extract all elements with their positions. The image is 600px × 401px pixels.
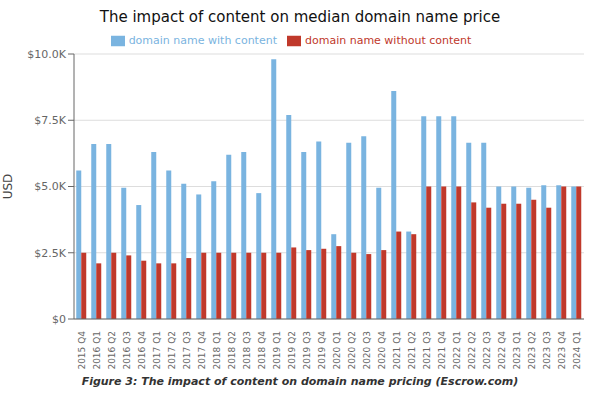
svg-text:2016 Q3: 2016 Q3 bbox=[122, 331, 132, 370]
svg-text:2016 Q1: 2016 Q1 bbox=[92, 331, 102, 370]
svg-text:2015 Q4: 2015 Q4 bbox=[77, 331, 87, 370]
svg-text:2021 Q3: 2021 Q3 bbox=[422, 331, 432, 370]
svg-text:$0: $0 bbox=[52, 313, 66, 326]
svg-text:2017 Q1: 2017 Q1 bbox=[152, 331, 162, 370]
svg-text:$5.0K: $5.0K bbox=[34, 180, 66, 193]
svg-text:2018 Q3: 2018 Q3 bbox=[242, 331, 252, 370]
svg-text:2020 Q3: 2020 Q3 bbox=[362, 331, 372, 370]
svg-text:USD: USD bbox=[8, 174, 15, 200]
svg-text:2021 Q1: 2021 Q1 bbox=[392, 331, 402, 370]
svg-text:2018 Q4: 2018 Q4 bbox=[257, 331, 267, 370]
svg-text:2022 Q4: 2022 Q4 bbox=[497, 331, 507, 370]
svg-text:2016 Q4: 2016 Q4 bbox=[137, 331, 147, 370]
svg-text:2017 Q2: 2017 Q2 bbox=[167, 331, 177, 370]
svg-text:2016 Q2: 2016 Q2 bbox=[107, 331, 117, 370]
svg-text:2021 Q4: 2021 Q4 bbox=[437, 331, 447, 370]
svg-text:$7.5K: $7.5K bbox=[34, 114, 66, 127]
svg-text:2023 Q2: 2023 Q2 bbox=[527, 331, 537, 370]
svg-text:2023 Q1: 2023 Q1 bbox=[512, 331, 522, 370]
svg-text:2019 Q2: 2019 Q2 bbox=[287, 331, 297, 370]
svg-text:$2.5K: $2.5K bbox=[34, 247, 66, 260]
svg-text:2019 Q4: 2019 Q4 bbox=[317, 331, 327, 370]
svg-text:2023 Q4: 2023 Q4 bbox=[557, 331, 567, 370]
html-text:Figure 3: The impact of conten: Figure 3: The impact of content on domai… bbox=[81, 375, 519, 388]
svg-text:2017 Q4: 2017 Q4 bbox=[197, 331, 207, 370]
svg-text:2023 Q3: 2023 Q3 bbox=[542, 331, 552, 370]
svg-text:2017 Q3: 2017 Q3 bbox=[182, 331, 192, 370]
html-text:domain name without content: domain name without content bbox=[305, 34, 472, 47]
svg-text:$10.0K: $10.0K bbox=[27, 48, 66, 61]
svg-text:2022 Q2: 2022 Q2 bbox=[467, 331, 477, 370]
svg-text:2018 Q2: 2018 Q2 bbox=[227, 331, 237, 370]
svg-text:2018 Q1: 2018 Q1 bbox=[212, 331, 222, 370]
svg-text:2020 Q2: 2020 Q2 bbox=[347, 331, 357, 370]
html-text:The impact of content on media: The impact of content on median domain n… bbox=[99, 8, 501, 26]
svg-text:2022 Q3: 2022 Q3 bbox=[482, 331, 492, 370]
svg-text:2019 Q1: 2019 Q1 bbox=[272, 331, 282, 370]
html-text:domain name with content: domain name with content bbox=[128, 34, 277, 47]
svg-text:2022 Q1: 2022 Q1 bbox=[452, 331, 462, 370]
svg-text:2024 Q1: 2024 Q1 bbox=[572, 331, 582, 370]
svg-text:2019 Q3: 2019 Q3 bbox=[302, 331, 312, 370]
svg-text:2020 Q1: 2020 Q1 bbox=[332, 331, 342, 370]
svg-text:2021 Q2: 2021 Q2 bbox=[407, 331, 417, 370]
svg-text:2020 Q4: 2020 Q4 bbox=[377, 331, 387, 370]
